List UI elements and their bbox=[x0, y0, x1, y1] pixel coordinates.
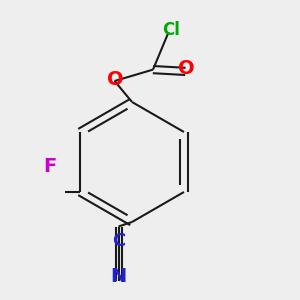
Text: O: O bbox=[178, 59, 194, 79]
Text: F: F bbox=[43, 157, 56, 176]
Text: N: N bbox=[110, 266, 127, 286]
Text: C: C bbox=[112, 232, 125, 250]
Text: O: O bbox=[107, 70, 124, 89]
Text: Cl: Cl bbox=[162, 21, 180, 39]
